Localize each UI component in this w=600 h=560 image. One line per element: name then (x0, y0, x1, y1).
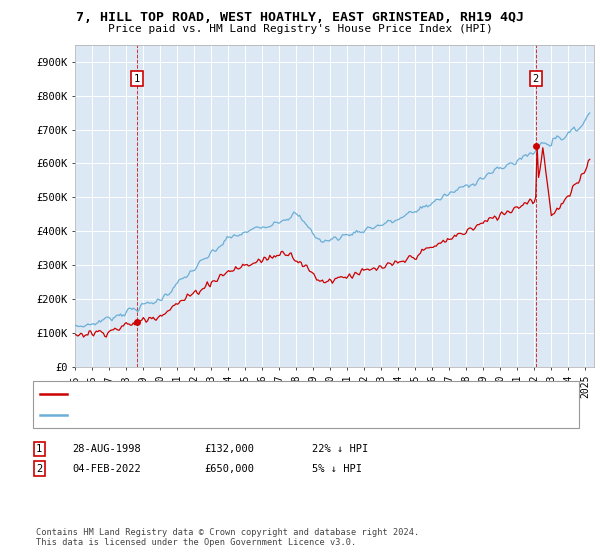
Text: 7, HILL TOP ROAD, WEST HOATHLY, EAST GRINSTEAD, RH19 4QJ (detached house): 7, HILL TOP ROAD, WEST HOATHLY, EAST GRI… (72, 390, 492, 399)
Text: 2: 2 (36, 464, 42, 474)
Text: Contains HM Land Registry data © Crown copyright and database right 2024.
This d: Contains HM Land Registry data © Crown c… (36, 528, 419, 547)
Text: £132,000: £132,000 (204, 444, 254, 454)
Text: 28-AUG-1998: 28-AUG-1998 (72, 444, 141, 454)
Text: 7, HILL TOP ROAD, WEST HOATHLY, EAST GRINSTEAD, RH19 4QJ: 7, HILL TOP ROAD, WEST HOATHLY, EAST GRI… (76, 11, 524, 24)
Text: 22% ↓ HPI: 22% ↓ HPI (312, 444, 368, 454)
Text: HPI: Average price, detached house, Mid Sussex: HPI: Average price, detached house, Mid … (72, 410, 337, 419)
Text: 1: 1 (134, 74, 140, 83)
Text: 04-FEB-2022: 04-FEB-2022 (72, 464, 141, 474)
Text: 1: 1 (36, 444, 42, 454)
Text: 2: 2 (533, 74, 539, 83)
Text: 5% ↓ HPI: 5% ↓ HPI (312, 464, 362, 474)
Text: Price paid vs. HM Land Registry's House Price Index (HPI): Price paid vs. HM Land Registry's House … (107, 24, 493, 34)
Text: £650,000: £650,000 (204, 464, 254, 474)
